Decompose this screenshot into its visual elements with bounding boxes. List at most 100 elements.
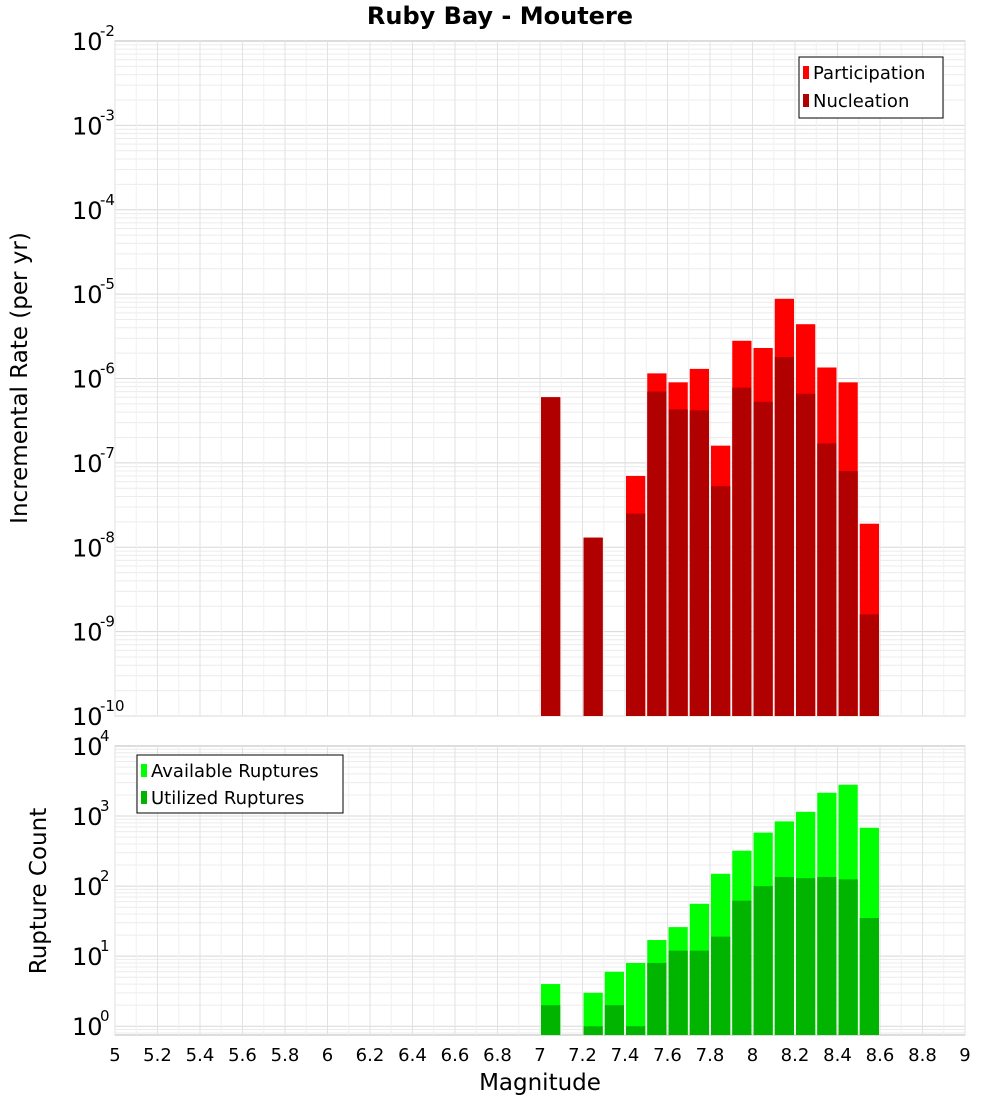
- magnitude-tick-label: 9: [959, 1045, 970, 1066]
- available-legend-swatch: [141, 764, 147, 777]
- count-inner-bar: [732, 900, 752, 1035]
- rate-y-axis-title: Incremental Rate (per yr): [7, 232, 33, 524]
- nucleation-legend-swatch: [803, 94, 809, 107]
- count-y-tick-exponent: 3: [100, 797, 110, 815]
- count-y-tick-base: 10: [72, 873, 103, 901]
- magnitude-tick-label: 6.8: [483, 1045, 512, 1066]
- rate-y-tick-exponent: -2: [100, 22, 115, 40]
- rate-bars: [541, 298, 879, 716]
- count-inner-bar: [838, 879, 858, 1035]
- rate-inner-bar: [753, 401, 773, 716]
- participation-legend-label: Participation: [813, 63, 925, 84]
- count-inner-bar: [689, 950, 709, 1035]
- rate-grid: [114, 41, 966, 717]
- count-inner-bar: [604, 1005, 624, 1035]
- count-y-tick-base: 10: [72, 803, 103, 831]
- rate-inner-bar: [689, 410, 709, 716]
- rate-y-tick-label: 10-3: [72, 106, 115, 140]
- count-inner-bar: [817, 876, 837, 1035]
- participation-legend-swatch: [803, 66, 809, 79]
- count-inner-bar: [583, 1026, 603, 1035]
- count-y-tick-base: 10: [72, 943, 103, 971]
- count-bars: [541, 784, 879, 1035]
- count-y-tick-exponent: 0: [100, 1007, 110, 1025]
- count-outer-bar: [583, 992, 603, 1035]
- magnitude-tick-label: 5.8: [271, 1045, 300, 1066]
- rate-y-tick-label: 10-2: [72, 22, 115, 56]
- utilized-legend-label: Utilized Ruptures: [151, 788, 304, 809]
- count-inner-bar: [859, 918, 879, 1035]
- count-y-tick-exponent: 2: [100, 867, 110, 885]
- count-inner-bar: [668, 950, 688, 1035]
- count-y-tick-exponent: 1: [100, 937, 110, 955]
- rate-inner-bar: [817, 443, 837, 716]
- count-inner-bar: [774, 876, 794, 1035]
- rate-inner-bar: [774, 356, 794, 716]
- count-legend-box: [136, 754, 344, 814]
- magnitude-tick-label: 5.2: [143, 1045, 172, 1066]
- rate-inner-bar: [711, 486, 731, 716]
- count-inner-bar: [796, 878, 816, 1035]
- magnitude-tick-label: 8.6: [866, 1045, 895, 1066]
- count-y-tick-label: 104: [72, 727, 110, 761]
- rate-y-tick-label: 10-9: [72, 613, 115, 647]
- rate-y-tick-label: 10-7: [72, 444, 115, 478]
- rate-y-tick-base: 10: [72, 450, 103, 478]
- count-inner-bar: [711, 936, 731, 1035]
- rate-y-tick-base: 10: [72, 112, 103, 140]
- magnitude-tick-label: 6.6: [441, 1045, 470, 1066]
- rate-y-tick-exponent: -9: [100, 613, 115, 631]
- rate-y-tick-base: 10: [72, 619, 103, 647]
- rate-inner-bar: [796, 393, 816, 716]
- chart-title: Ruby Bay - Moutere: [367, 2, 633, 30]
- rate-y-tick-base: 10: [72, 366, 103, 394]
- count-inner-bar: [753, 886, 773, 1035]
- magnitude-tick-label: 8.2: [781, 1045, 810, 1066]
- count-inner-bar: [647, 962, 667, 1035]
- rate-y-tick-label: 10-8: [72, 528, 115, 562]
- rate-y-tick-base: 10: [72, 281, 103, 309]
- count-y-tick-base: 10: [72, 733, 103, 761]
- rate-legend: Participation Nucleation: [798, 56, 944, 119]
- magnitude-tick-label: 8: [747, 1045, 758, 1066]
- available-legend-label: Available Ruptures: [151, 761, 319, 782]
- magnitude-tick-label: 8.8: [908, 1045, 937, 1066]
- magnitude-tick-label: 7: [534, 1045, 545, 1066]
- count-y-tick-label: 100: [72, 1007, 110, 1041]
- count-inner-bar: [541, 1005, 561, 1035]
- rate-inner-bar: [647, 391, 667, 716]
- rate-y-tick-base: 10: [72, 28, 103, 56]
- magnitude-tick-label: 6.2: [356, 1045, 385, 1066]
- count-y-tick-base: 10: [72, 1013, 103, 1041]
- count-inner-bar: [626, 1026, 646, 1035]
- magnitude-tick-label: 6.4: [398, 1045, 427, 1066]
- count-y-axis-title: Rupture Count: [26, 808, 52, 974]
- rate-y-tick-label: 10-10: [72, 697, 125, 731]
- rate-inner-bar: [541, 397, 561, 716]
- rate-legend-box: [798, 56, 944, 119]
- rate-inner-bar: [626, 513, 646, 716]
- magnitude-tick-label: 5: [109, 1045, 120, 1066]
- magnitude-tick-label: 7.8: [696, 1045, 725, 1066]
- count-y-tick-label: 103: [72, 797, 110, 831]
- magnitude-tick-label: 7.2: [568, 1045, 597, 1066]
- magnitude-tick-label: 5.4: [186, 1045, 215, 1066]
- rate-y-tick-exponent: -7: [100, 444, 115, 462]
- rate-y-tick-label: 10-6: [72, 360, 115, 394]
- utilized-legend-swatch: [141, 791, 147, 804]
- count-legend: Available Ruptures Utilized Ruptures: [136, 754, 344, 814]
- nucleation-legend-label: Nucleation: [813, 91, 909, 112]
- rate-y-tick-exponent: -3: [100, 106, 115, 124]
- rate-inner-bar: [838, 471, 858, 716]
- x-axis-title: Magnitude: [479, 1070, 601, 1096]
- rate-inner-bar: [859, 614, 879, 716]
- rate-y-tick-base: 10: [72, 703, 103, 731]
- rate-inner-bar: [668, 409, 688, 716]
- rate-y-tick-exponent: -10: [100, 697, 125, 715]
- count-y-tick-exponent: 4: [100, 727, 110, 745]
- rate-inner-bar: [583, 537, 603, 716]
